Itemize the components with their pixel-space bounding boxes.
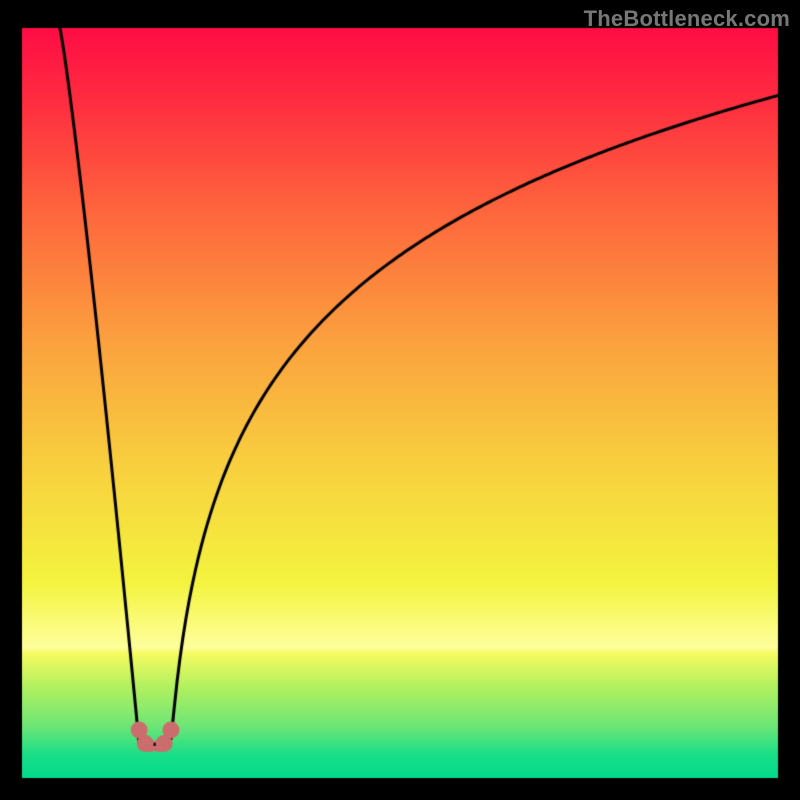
chart-container: TheBottleneck.com xyxy=(0,0,800,800)
bottleneck-curve-plot xyxy=(0,0,800,800)
watermark-label: TheBottleneck.com xyxy=(584,6,790,32)
